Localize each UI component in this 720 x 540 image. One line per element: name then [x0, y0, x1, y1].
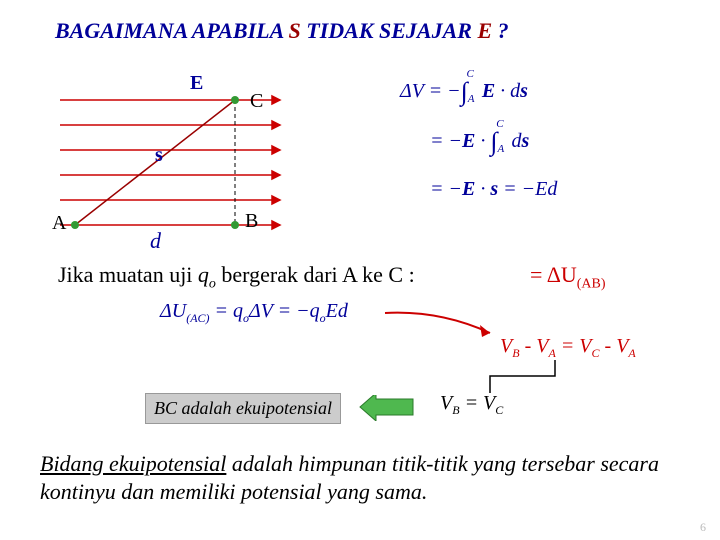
equation-du: ΔU(AC) = qoΔV = −qoEd — [160, 300, 348, 326]
label-d: d — [150, 228, 161, 254]
title-part3: ? — [492, 18, 509, 43]
label-s: s — [155, 144, 163, 167]
red-arrow — [380, 305, 500, 355]
equation-2: = −E · ∫ACds — [430, 124, 529, 155]
def-underlined: Bidang ekuipotensial — [40, 451, 226, 476]
stmt-q: q — [198, 262, 209, 287]
du-text: = ΔU — [530, 262, 577, 287]
label-A: A — [52, 212, 66, 235]
equation-3: = −E · s = −Ed — [430, 178, 557, 201]
equation-1: ΔV = −∫ACE · ds — [400, 74, 528, 105]
definition-text: Bidang ekuipotensial adalah himpunan tit… — [40, 450, 690, 505]
label-E: E — [190, 72, 203, 95]
field-diagram: E C s A B d — [60, 80, 320, 260]
vb-vc-equation: VB = VC — [440, 392, 503, 418]
stmt-pre: Jika muatan uji — [58, 262, 198, 287]
stmt-qsub: o — [209, 276, 216, 291]
statement-line: Jika muatan uji qo bergerak dari A ke C … — [58, 262, 415, 292]
conclusion-box: BC adalah ekuipotensial — [145, 393, 341, 424]
title-E: E — [477, 18, 492, 43]
title-S: S — [289, 18, 301, 43]
du-sub: (AB) — [577, 276, 606, 291]
page-title: BAGAIMANA APABILA S TIDAK SEJAJAR E ? — [55, 18, 509, 44]
delta-u-label: = ΔU(AB) — [530, 262, 606, 292]
diagram-svg — [60, 80, 320, 260]
conclusion-text: BC adalah ekuipotensial — [154, 398, 332, 418]
page-number: 6 — [700, 520, 706, 535]
stmt-post: bergerak dari A ke C : — [216, 262, 415, 287]
green-arrow-icon — [358, 395, 418, 421]
label-C: C — [250, 90, 263, 113]
label-B: B — [245, 210, 258, 233]
title-part2: TIDAK SEJAJAR — [301, 18, 478, 43]
title-part1: BAGAIMANA APABILA — [55, 18, 289, 43]
